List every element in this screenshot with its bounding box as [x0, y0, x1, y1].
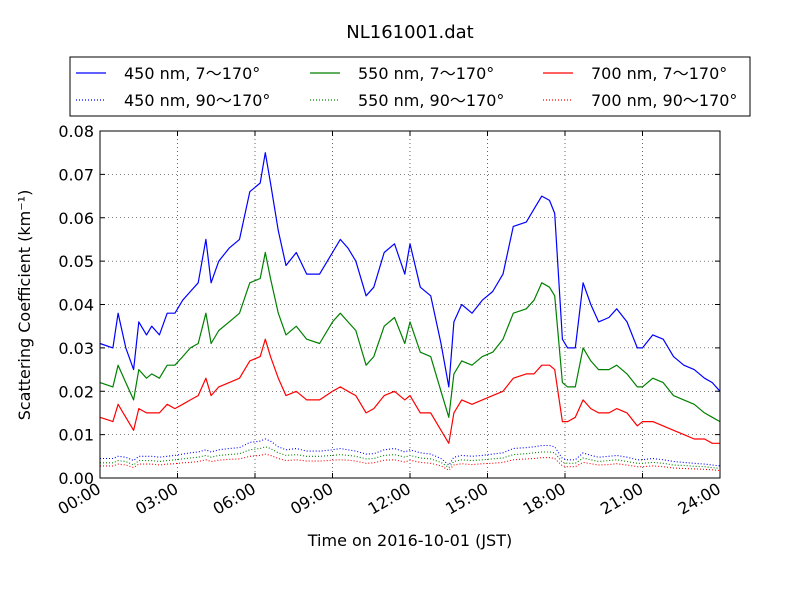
- legend-label-5: 700 nm, 90～170°: [591, 91, 737, 110]
- legend-label-0: 450 nm, 7～170°: [124, 64, 260, 83]
- series-line-3: [100, 446, 721, 470]
- series-line-5: [100, 453, 721, 472]
- x-tick-label: 12:00: [365, 479, 414, 519]
- legend-label-3: 550 nm, 90～170°: [358, 91, 504, 110]
- x-axis-label: Time on 2016-10-01 (JST): [307, 531, 512, 550]
- y-tick-label: 0.02: [58, 382, 94, 401]
- x-tick-label: 21:00: [597, 479, 646, 519]
- x-tick-label: 18:00: [520, 479, 569, 519]
- y-tick-label: 0.06: [58, 209, 94, 228]
- legend-label-4: 700 nm, 7～170°: [591, 64, 727, 83]
- y-tick-label: 0.04: [58, 296, 94, 315]
- y-axis-label: Scattering Coefficient (km⁻¹): [15, 190, 34, 421]
- y-tick-label: 0.00: [58, 469, 94, 488]
- x-tick-label: 06:00: [210, 479, 259, 519]
- series-line-4: [99, 338, 720, 444]
- x-tick-label: 09:00: [287, 479, 336, 519]
- y-tick-label: 0.07: [58, 165, 94, 184]
- chart-title: NL161001.dat: [346, 22, 473, 43]
- legend: 450 nm, 7～170° 450 nm, 90～170° 550 nm, 7～1…: [69, 56, 751, 117]
- series-line-0: [99, 152, 721, 392]
- series-line-2: [99, 251, 721, 423]
- legend-label-2: 550 nm, 7～170°: [358, 64, 494, 83]
- y-tick-label: 0.01: [58, 426, 94, 445]
- plot-series: [99, 152, 721, 472]
- axis-ticks: 00:00 03:00 06:00 09:00 12:00 15:00 18:00 21:00…: [55, 122, 724, 519]
- y-tick-label: 0.03: [58, 339, 94, 358]
- legend-frame: [69, 56, 751, 117]
- series-line-1: [100, 438, 721, 467]
- y-tick-label: 0.08: [58, 122, 94, 141]
- x-tick-label: 15:00: [442, 479, 491, 519]
- x-tick-label: 24:00: [675, 479, 724, 519]
- y-tick-label: 0.05: [58, 252, 94, 271]
- legend-label-1: 450 nm, 90～170°: [124, 91, 270, 110]
- x-tick-label: 03:00: [132, 479, 181, 519]
- grid: [100, 131, 720, 478]
